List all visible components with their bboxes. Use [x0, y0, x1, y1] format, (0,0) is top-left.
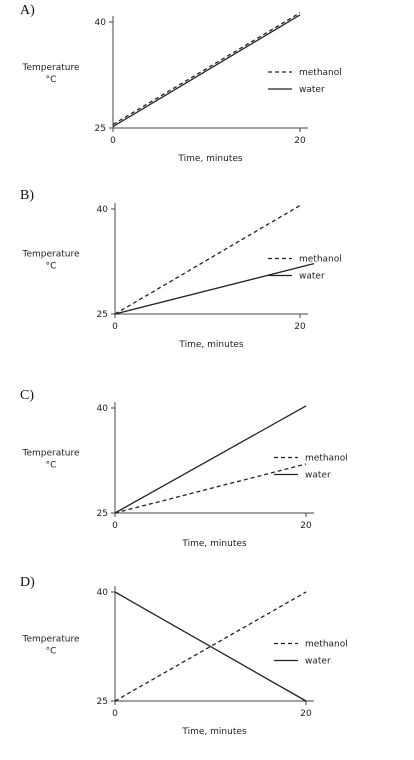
panel-letter: D)	[20, 575, 35, 590]
y-axis-label: Temperature	[21, 250, 79, 260]
legend-label: water	[305, 657, 331, 667]
line-chart: 25 40 0 20 Time, minutes Temperature °C methano…	[21, 203, 342, 350]
y-tick-label: 40	[95, 18, 107, 28]
x-tick-label: 0	[112, 521, 118, 531]
legend-label: methanol	[299, 255, 342, 265]
y-tick-label: 25	[97, 310, 108, 320]
chart-panel-c: C) 25 40 0 20 Time, minutes Temperature °C meth…	[0, 385, 414, 570]
chart-panel-d: D) 25 40 0 20 Time, minutes Temperature °C meth…	[0, 572, 414, 757]
line-chart: 25 40 0 20 Time, minutes Temperature °C methano…	[21, 402, 348, 549]
legend-label: water	[299, 272, 325, 282]
chart-panel-a: A) 25 40 0 20 Time, minutes Temperature °C meth…	[0, 0, 414, 185]
x-tick-label: 0	[110, 136, 116, 146]
panel-letter: A)	[20, 3, 35, 18]
x-tick-label: 20	[300, 709, 312, 719]
x-tick-label: 20	[294, 136, 306, 146]
chart-panel-b: B) 25 40 0 20 Time, minutes Temperature °C meth…	[0, 185, 414, 370]
panel-letter: C)	[20, 388, 34, 403]
y-axis-unit: °C	[46, 75, 57, 85]
y-axis-label: Temperature	[21, 63, 79, 73]
y-tick-label: 40	[97, 404, 109, 414]
y-tick-label: 40	[97, 205, 109, 215]
legend-label: water	[299, 85, 325, 95]
line-chart: 25 40 0 20 Time, minutes Temperature °C methano…	[21, 12, 342, 164]
x-tick-label: 0	[112, 322, 118, 332]
series-line-water	[114, 405, 307, 514]
series-line-methanol	[114, 204, 301, 315]
series-line-methanol	[114, 463, 307, 514]
x-axis-label: Time, minutes	[177, 154, 242, 164]
x-tick-label: 20	[300, 521, 312, 531]
series-line-methanol	[114, 591, 307, 702]
x-axis-label: Time, minutes	[181, 727, 246, 737]
series-line-water	[112, 14, 301, 128]
legend-label: methanol	[305, 454, 348, 464]
y-tick-label: 40	[97, 588, 109, 598]
y-tick-label: 25	[97, 697, 108, 707]
y-axis-unit: °C	[46, 262, 57, 272]
y-axis-unit: °C	[46, 461, 57, 471]
x-axis-label: Time, minutes	[178, 340, 243, 350]
series-line-methanol	[112, 12, 301, 126]
x-tick-label: 0	[112, 709, 118, 719]
y-axis-label: Temperature	[21, 635, 79, 645]
y-axis-label: Temperature	[21, 449, 79, 459]
y-tick-label: 25	[97, 509, 108, 519]
x-axis-label: Time, minutes	[181, 539, 246, 549]
legend-label: water	[305, 471, 331, 481]
legend-label: methanol	[305, 640, 348, 650]
y-axis-unit: °C	[46, 647, 57, 657]
series-line-water	[114, 262, 315, 315]
series-line-water	[114, 591, 307, 702]
panel-letter: B)	[20, 188, 34, 203]
line-chart: 25 40 0 20 Time, minutes Temperature °C methano…	[21, 586, 348, 737]
y-tick-label: 25	[95, 124, 106, 134]
x-tick-label: 20	[294, 322, 306, 332]
legend-label: methanol	[299, 68, 342, 78]
